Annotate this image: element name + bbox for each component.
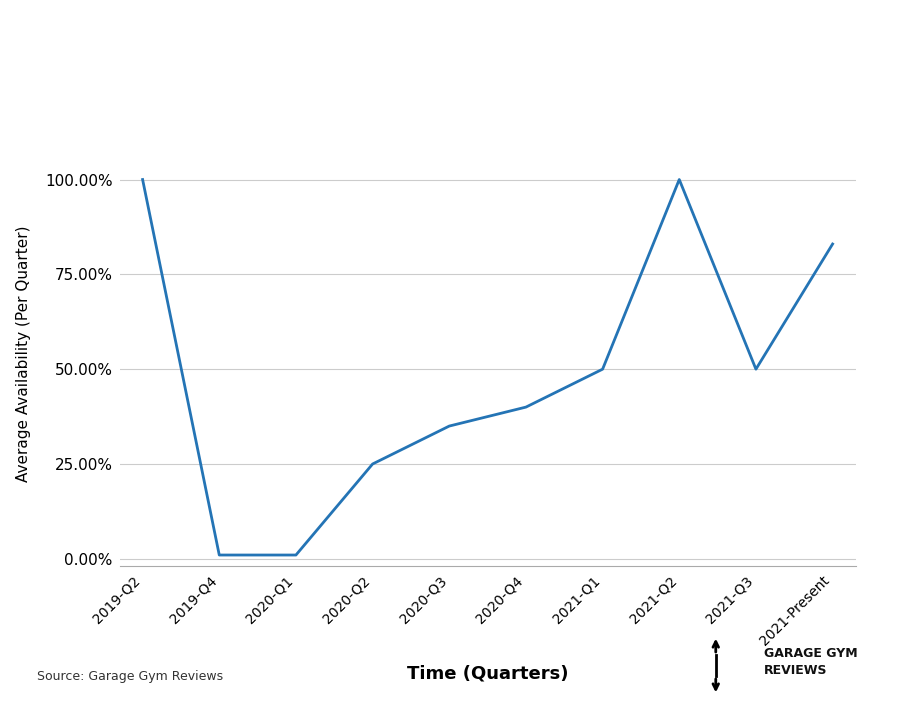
Text: GARAGE GYM
REVIEWS: GARAGE GYM REVIEWS	[763, 647, 857, 677]
Y-axis label: Average Availability (Per Quarter): Average Availability (Per Quarter)	[17, 226, 31, 482]
X-axis label: Time (Quarters): Time (Quarters)	[406, 665, 568, 683]
Text: Source: Garage Gym Reviews: Source: Garage Gym Reviews	[37, 670, 222, 683]
Text: Bench Availability: Bench Availability	[306, 28, 613, 57]
